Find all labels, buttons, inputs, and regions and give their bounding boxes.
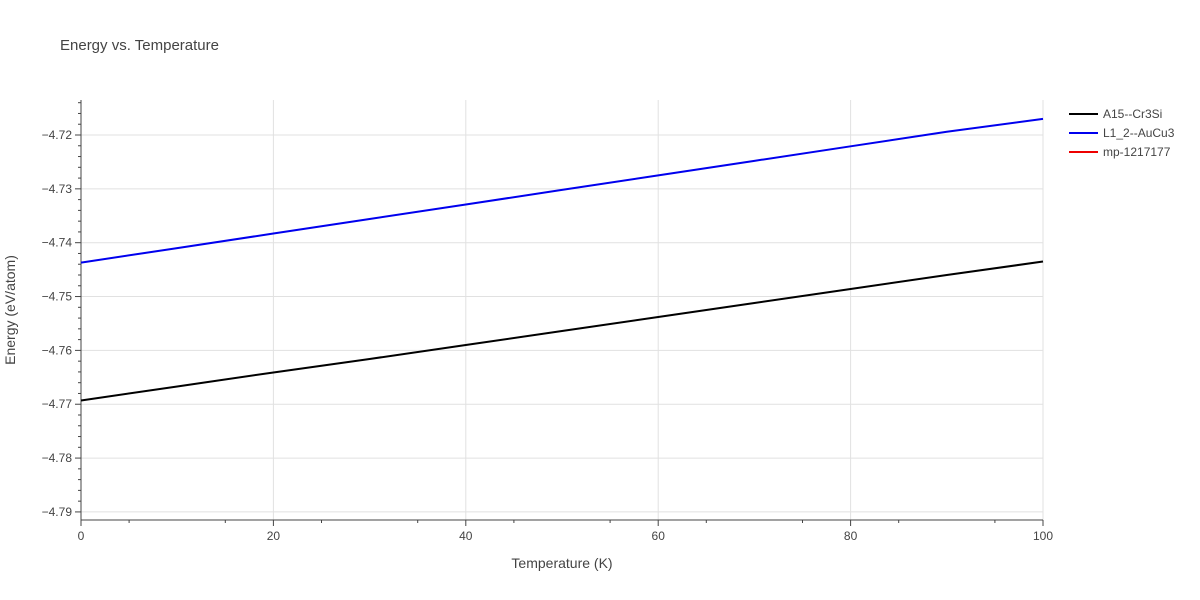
y-tick-label-5: −4.74 [42,236,73,250]
legend-item-0[interactable]: A15--Cr3Si [1069,107,1162,121]
y-tick-label-4: −4.75 [42,290,73,304]
x-tick-label-4: 80 [844,529,858,543]
x-tick-label-0: 0 [78,529,85,543]
y-tick-label-3: −4.76 [42,343,73,357]
y-tick-label-2: −4.77 [42,397,73,411]
y-tick-label-7: −4.72 [42,128,73,142]
legend-label-1: L1_2--AuCu3 [1103,126,1175,140]
x-axis-title: Temperature (K) [511,555,612,571]
x-tick-label-5: 100 [1033,529,1053,543]
y-axis-title: Energy (eV/atom) [2,255,18,365]
y-tick-label-6: −4.73 [42,182,73,196]
x-tick-label-2: 40 [459,529,473,543]
legend[interactable]: A15--Cr3Si L1_2--AuCu3 mp-1217177 [1069,107,1175,159]
grid [81,100,1044,520]
chart-title: Energy vs. Temperature [60,37,219,54]
legend-item-2[interactable]: mp-1217177 [1069,145,1171,159]
legend-label-2: mp-1217177 [1103,145,1171,159]
legend-label-0: A15--Cr3Si [1103,107,1162,121]
x-tick-label-3: 60 [652,529,666,543]
x-tick-label-1: 20 [267,529,281,543]
series-line-1[interactable] [80,117,1044,264]
y-tick-label-0: −4.79 [42,505,73,519]
axes: 0 20 40 60 80 100 −4.79 −4.78 −4.77 −4.76 −4.75 −4.… [42,100,1053,543]
y-tick-label-1: −4.78 [42,451,73,465]
series-layer [80,117,1044,402]
series-line-0[interactable] [80,260,1044,402]
legend-item-1[interactable]: L1_2--AuCu3 [1069,126,1175,140]
